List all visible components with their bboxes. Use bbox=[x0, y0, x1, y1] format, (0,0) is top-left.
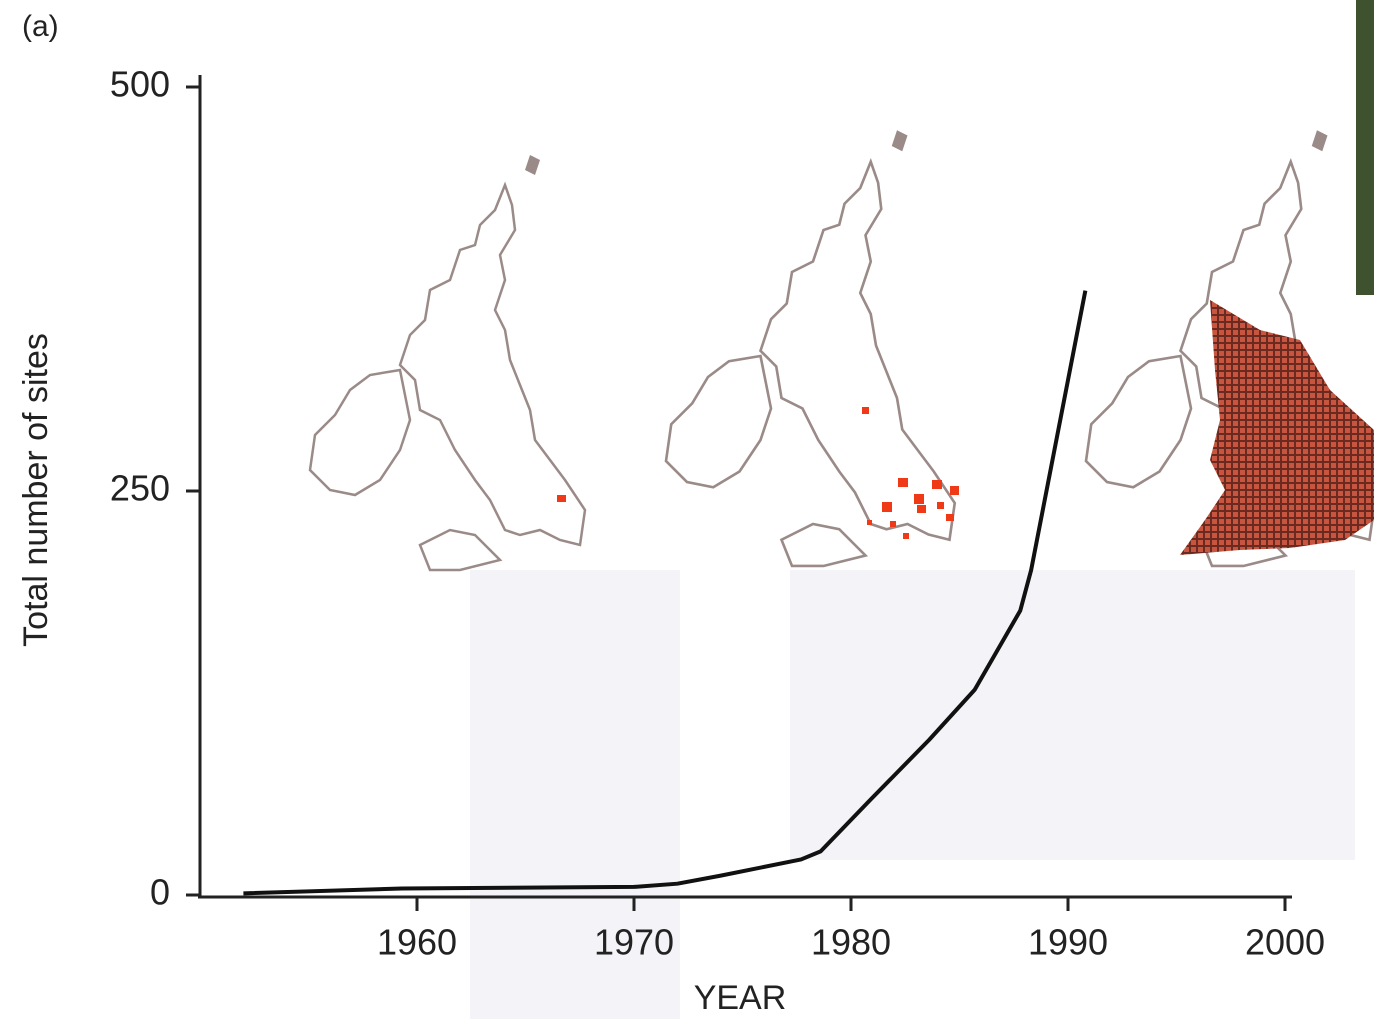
chart: (a) YEAR Total number of sites 0 250 500 19… bbox=[0, 0, 1374, 1019]
map-sites bbox=[862, 407, 959, 539]
x-tick-label: 1980 bbox=[811, 922, 891, 963]
map-sites bbox=[1180, 300, 1374, 555]
y-axis-title: Total number of sites bbox=[17, 333, 55, 647]
y-tick-label: 0 bbox=[150, 872, 170, 913]
photo-edge bbox=[1356, 0, 1374, 295]
page: {"chart_data": {"type": "line", "panel_l… bbox=[0, 0, 1374, 1019]
x-tick-label: 1990 bbox=[1028, 922, 1108, 963]
map bbox=[666, 130, 955, 566]
panel-label: (a) bbox=[22, 10, 59, 43]
map bbox=[310, 155, 585, 570]
y-tick-label: 250 bbox=[110, 468, 170, 509]
x-tick-label: 2000 bbox=[1245, 922, 1325, 963]
y-tick-label: 500 bbox=[110, 64, 170, 105]
map-site bbox=[557, 495, 566, 502]
x-axis-title: YEAR bbox=[694, 979, 787, 1017]
x-tick-label: 1960 bbox=[377, 922, 457, 963]
scan-shade bbox=[790, 570, 1355, 860]
x-tick-label: 1970 bbox=[594, 922, 674, 963]
